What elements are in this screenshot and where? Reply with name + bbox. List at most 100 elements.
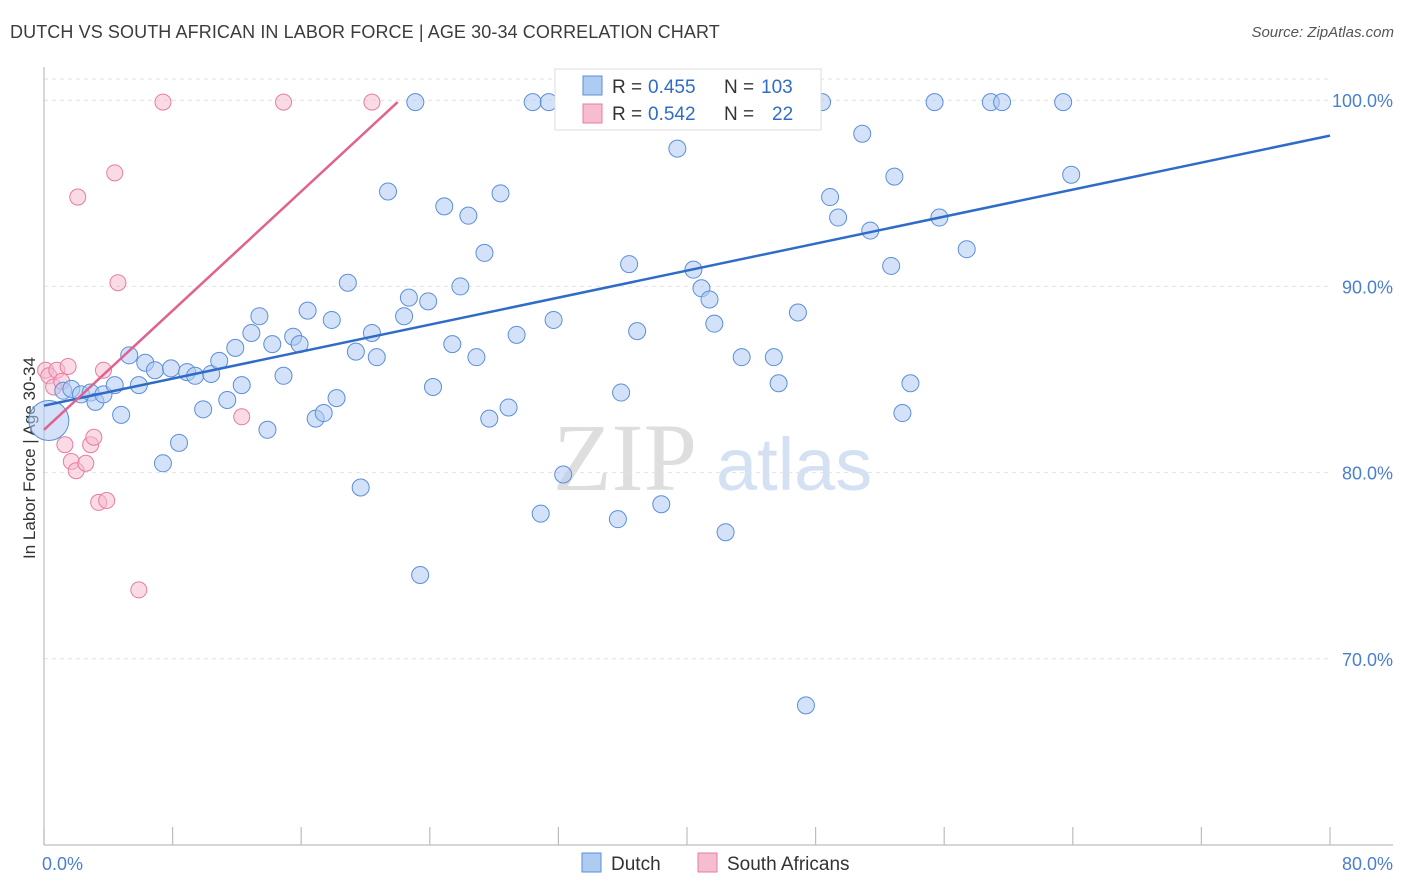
dutch-point — [893, 404, 912, 423]
dutch-point — [459, 206, 478, 225]
south-africans-point — [59, 357, 77, 375]
x-tick-label: 0.0% — [42, 854, 83, 874]
y-tick-label: 100.0% — [1332, 91, 1393, 111]
legend: R = 0.455 N = 103 R = 0.542 N = 22 — [554, 68, 822, 131]
bottom-legend-dutch-label: Dutch — [611, 854, 661, 875]
bottom-legend: Dutch South Africans — [581, 852, 850, 875]
dutch-point — [145, 361, 164, 380]
dutch-point — [796, 696, 815, 715]
dutch-point — [395, 307, 414, 326]
dutch-point — [161, 359, 180, 378]
legend-dutch-swatch — [582, 75, 603, 96]
south-africans-point — [69, 188, 87, 206]
dutch-point — [716, 523, 735, 542]
south-africans-point — [363, 93, 381, 111]
dutch-point — [531, 504, 550, 523]
dutch-point — [112, 405, 131, 424]
dutch-point — [993, 93, 1012, 112]
dutch-point — [338, 273, 357, 292]
y-tick-label: 80.0% — [1342, 464, 1393, 484]
dutch-point — [424, 377, 443, 396]
gridlines — [44, 78, 1330, 660]
dutch-point — [194, 400, 213, 419]
y-tick-label: 70.0% — [1342, 650, 1393, 670]
dutch-point — [901, 374, 920, 393]
legend-sa-r-label: R = — [612, 104, 642, 125]
dutch-point — [612, 383, 631, 402]
dutch-point — [668, 139, 687, 158]
dutch-point — [351, 478, 370, 497]
watermark: ZIP atlas — [553, 404, 872, 511]
dutch-point — [258, 420, 277, 439]
dutch-point — [885, 167, 904, 186]
dutch-point — [705, 314, 724, 333]
dutch-point — [153, 454, 172, 473]
dutch-point — [435, 197, 454, 216]
dutch-point — [1054, 93, 1073, 112]
south-africans-point — [85, 428, 103, 446]
x-tick-labels: 0.0% 80.0% — [42, 854, 1393, 874]
dutch-point — [853, 124, 872, 143]
south-africans-point — [130, 581, 148, 599]
legend-sa-n-value: 22 — [772, 104, 793, 125]
dutch-point — [322, 310, 341, 329]
source-label: Source: ZipAtlas.com — [1251, 24, 1394, 41]
dutch-point — [475, 243, 494, 262]
dutch-point — [620, 255, 639, 274]
dutch-point — [327, 389, 346, 408]
dutch-point — [411, 566, 430, 585]
dutch-point — [367, 348, 386, 367]
dutch-point — [451, 277, 470, 296]
legend-sa-swatch — [582, 103, 603, 124]
south-africans-point — [56, 436, 74, 454]
y-axis-label: In Labor Force | Age 30-34 — [20, 357, 39, 559]
dutch-trend-line — [43, 134, 1331, 407]
dutch-point — [700, 290, 719, 309]
legend-sa-r-value: 0.542 — [648, 104, 696, 125]
dutch-point — [480, 409, 499, 428]
south-africans-point — [275, 93, 293, 111]
legend-dutch-r-value: 0.455 — [648, 77, 696, 98]
dutch-point — [443, 335, 462, 354]
south-africans-point — [106, 164, 124, 182]
dutch-point — [232, 376, 251, 395]
bottom-legend-sa-label: South Africans — [727, 854, 850, 875]
dutch-point — [925, 93, 944, 112]
south-africans-point — [154, 93, 172, 111]
dutch-point — [379, 182, 398, 201]
axes — [43, 67, 1393, 846]
dutch-point — [608, 510, 627, 529]
dutch-point — [399, 288, 418, 307]
dutch-point — [507, 325, 526, 344]
dutch-point — [732, 348, 751, 367]
watermark-atlas: atlas — [716, 423, 872, 506]
dutch-point — [628, 322, 647, 341]
bottom-legend-sa-swatch — [697, 852, 718, 873]
dutch-point — [263, 335, 282, 354]
trend-lines — [43, 101, 1331, 431]
dutch-point — [242, 323, 261, 342]
dutch-point — [764, 348, 783, 367]
south-africans-point — [94, 361, 112, 379]
dutch-point — [491, 184, 510, 203]
legend-dutch-r-label: R = — [612, 77, 642, 98]
legend-dutch-n-value: 103 — [761, 77, 793, 98]
dutch-point — [406, 93, 425, 112]
dutch-point — [170, 433, 189, 452]
dutch-point — [882, 256, 901, 275]
dutch-point — [829, 208, 848, 227]
dutch-point — [274, 366, 293, 385]
dutch-point — [769, 374, 788, 393]
dutch-point — [226, 338, 245, 357]
x-tick-label: 80.0% — [1342, 854, 1393, 874]
chart-title: DUTCH VS SOUTH AFRICAN IN LABOR FORCE | … — [10, 22, 720, 42]
dutch-point — [821, 188, 840, 207]
watermark-zip: ZIP — [553, 404, 697, 511]
bottom-legend-dutch-swatch — [581, 852, 602, 873]
south-africans-point — [233, 408, 251, 426]
dutch-point — [544, 310, 563, 329]
south-africans-point — [77, 454, 95, 472]
south-africans-point — [109, 274, 127, 292]
legend-dutch-n-label: N = — [724, 77, 754, 98]
